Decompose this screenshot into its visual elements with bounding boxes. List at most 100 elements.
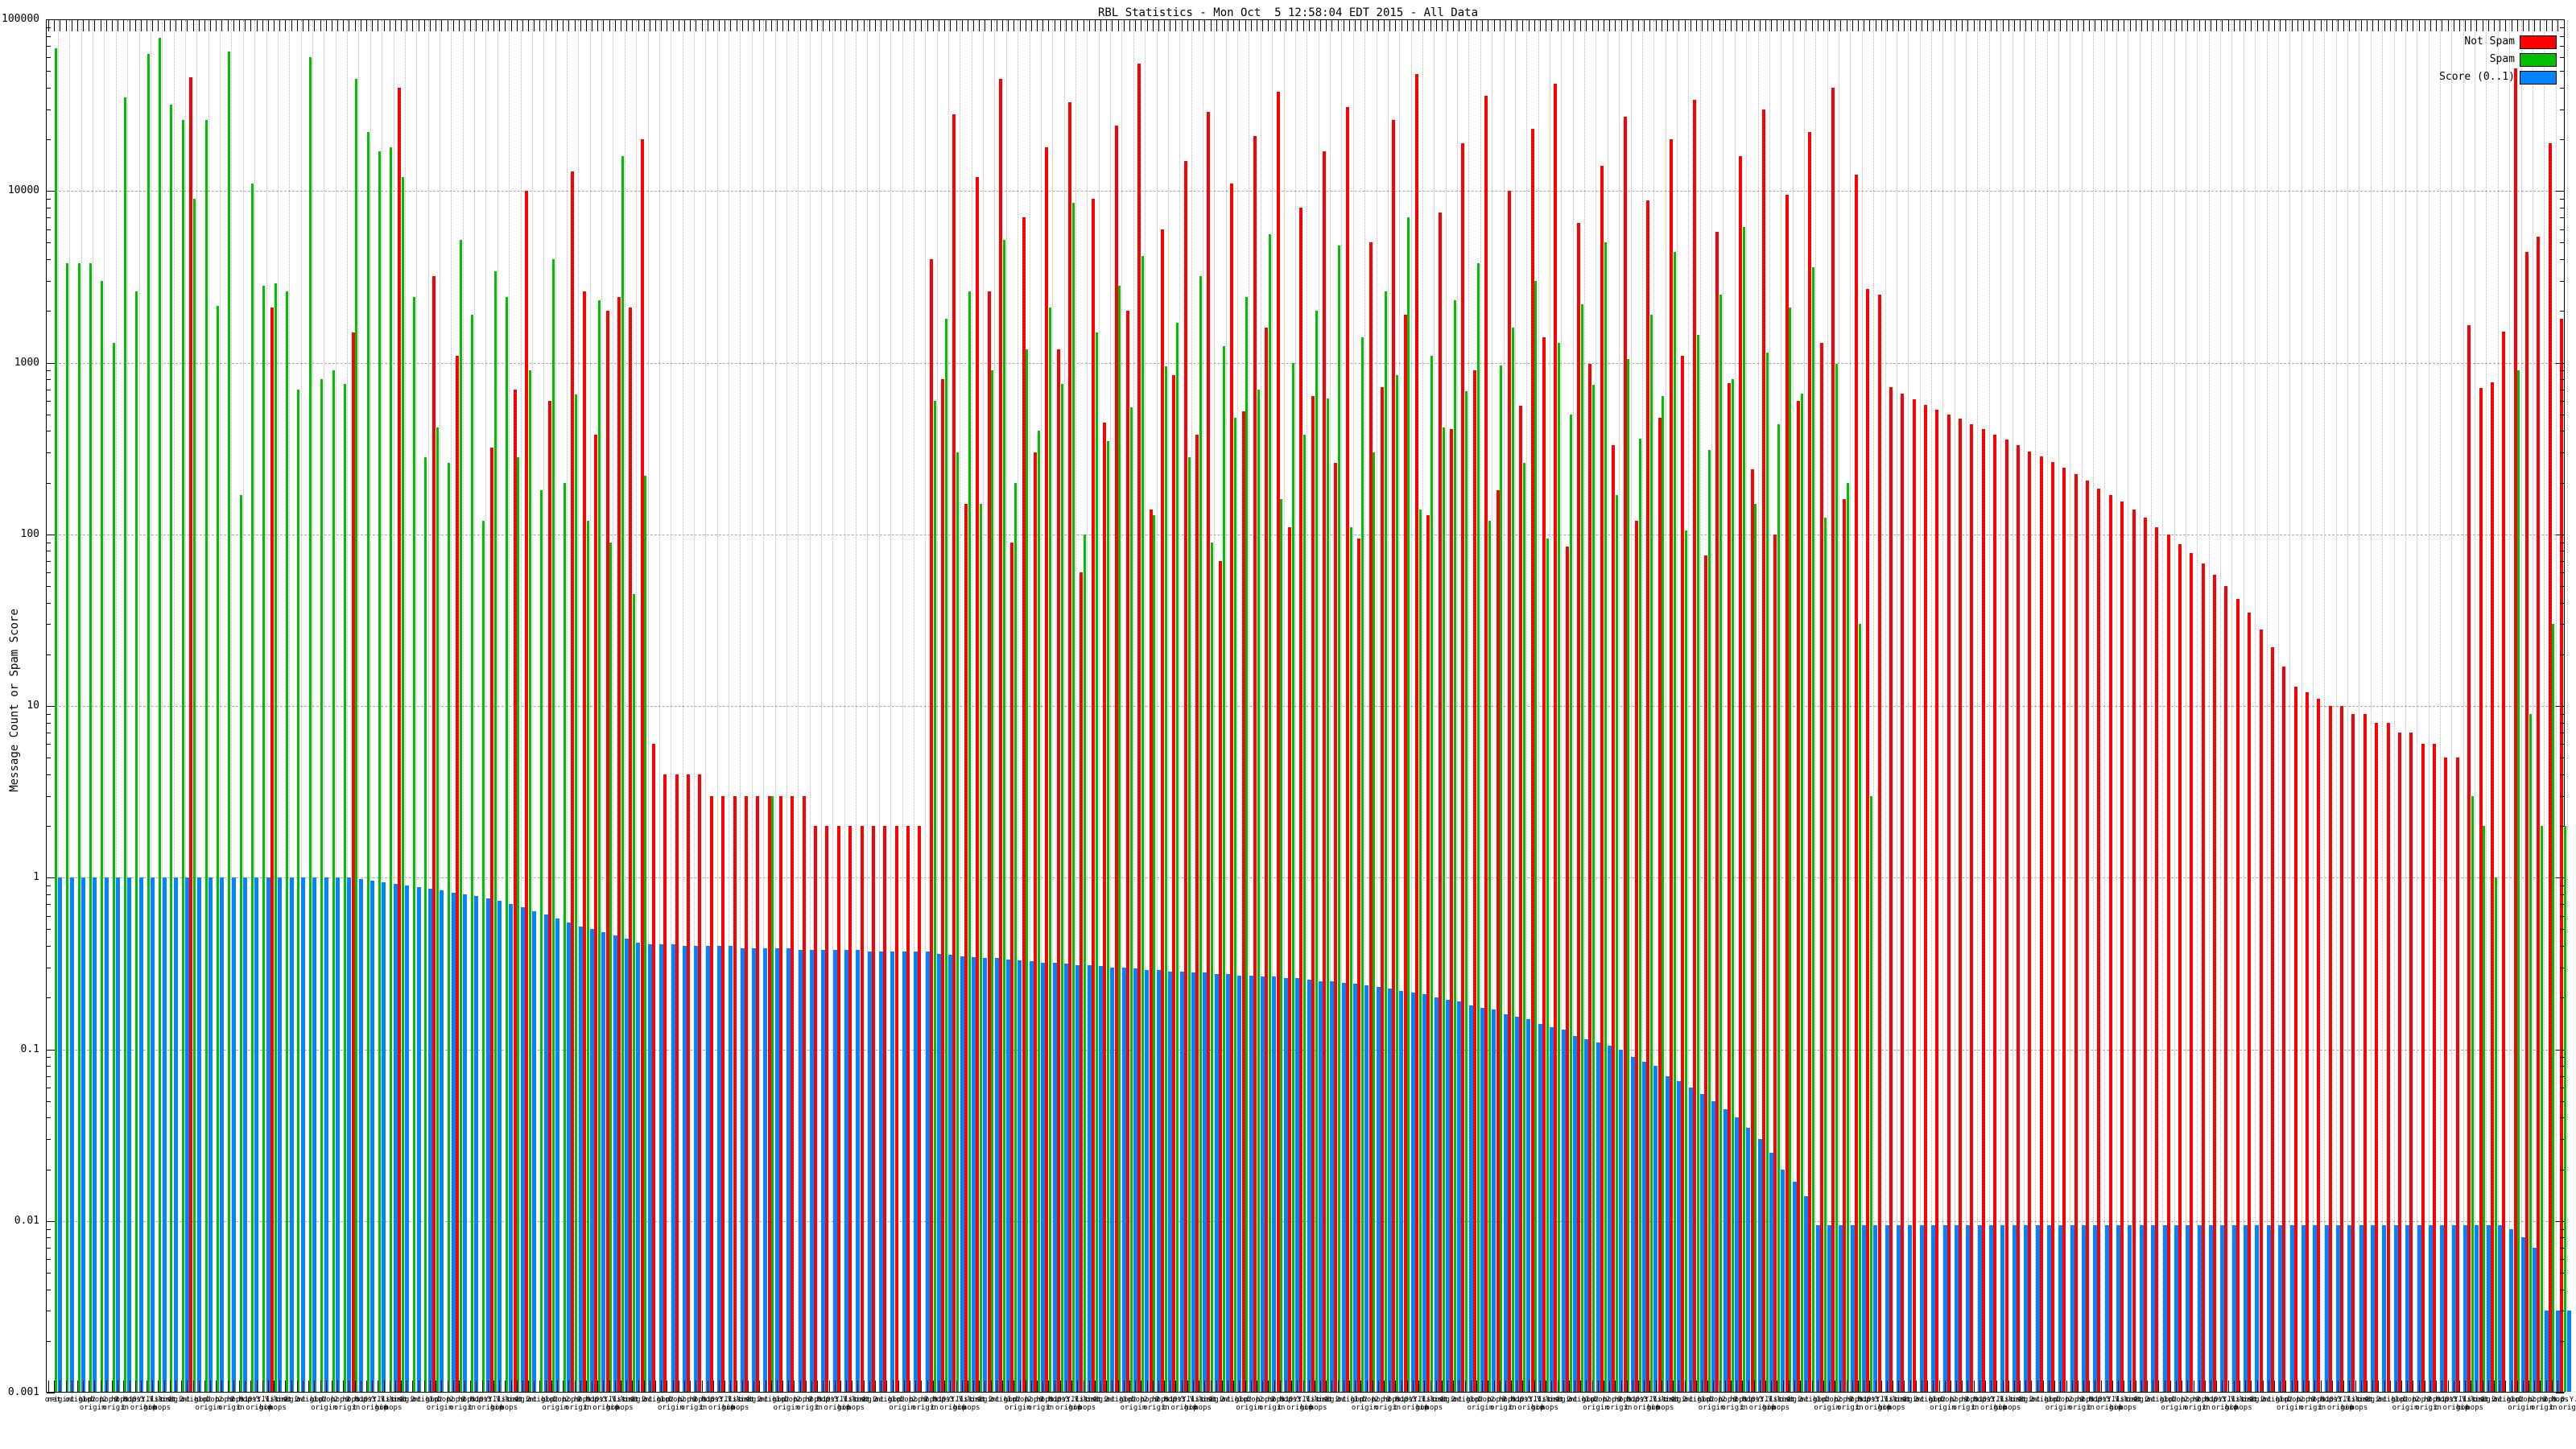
x-bottom-tick	[1933, 1381, 1934, 1392]
x-tick-label: origin	[2010, 1396, 2037, 1404]
x-top-tick	[1754, 20, 1755, 31]
x-tick-label: 2 hops	[206, 1396, 233, 1404]
x-bottom-tick	[644, 1381, 645, 1392]
bar-score	[832, 949, 837, 1392]
x-top-tick	[869, 20, 870, 31]
bar-spam	[1291, 362, 1294, 1392]
bar-score	[1630, 1057, 1635, 1392]
bar-not-spam	[1612, 445, 1616, 1392]
x-bottom-tick	[1002, 1381, 1003, 1392]
x-gridline	[786, 20, 787, 1392]
x-bottom-tick	[2390, 1381, 2391, 1392]
bar-spam	[586, 520, 589, 1392]
x-bottom-tick	[1673, 1381, 1674, 1392]
x-gridline	[521, 20, 522, 1392]
x-top-tick	[1048, 20, 1049, 31]
x-tick-label: 2 hops origin	[2531, 1396, 2557, 1412]
bar-spam	[1026, 349, 1029, 1392]
x-gridline	[1399, 20, 1400, 1392]
bar-score	[636, 942, 641, 1392]
bar-score	[763, 947, 768, 1392]
y-minor-tick	[2560, 281, 2564, 282]
x-top-tick	[1505, 20, 1506, 31]
x-top-tick	[2222, 20, 2223, 31]
x-bottom-tick	[1042, 1381, 1043, 1392]
bar-not-spam	[848, 826, 852, 1392]
x-bottom-tick	[2078, 1381, 2079, 1392]
bar-spam	[1407, 217, 1410, 1392]
x-tick-label: 2 hops origin	[2299, 1396, 2326, 1412]
bar-score	[798, 949, 803, 1392]
x-top-tick	[453, 20, 454, 31]
x-gridline	[648, 20, 649, 1392]
x-tick-label: origin	[276, 1396, 303, 1404]
x-top-tick	[2314, 20, 2315, 31]
y-minor-tick	[47, 1139, 51, 1140]
bar-not-spam	[1797, 400, 1800, 1392]
legend-row: Spam	[2355, 53, 2557, 67]
x-tick-label: 1 hop	[301, 1396, 324, 1404]
x-bottom-tick	[1413, 1381, 1414, 1392]
bar-spam	[1245, 297, 1249, 1392]
x-tick-label: 3 hops	[2542, 1396, 2569, 1404]
x-bottom-tick	[2505, 1381, 2506, 1392]
bar-not-spam	[1496, 490, 1500, 1392]
bar-not-spam	[1241, 411, 1245, 1392]
x-top-tick	[170, 20, 171, 31]
x-gridline	[1295, 20, 1296, 1392]
bar-spam	[1662, 395, 1665, 1392]
y-minor-tick	[47, 1237, 51, 1238]
bar-spam	[1211, 542, 1214, 1392]
y-minor-tick	[2560, 88, 2564, 89]
y-tick-label: 10	[27, 700, 39, 712]
bar-not-spam	[2537, 237, 2541, 1392]
x-tick-label: 3 hops	[2195, 1396, 2222, 1404]
bar-spam	[944, 319, 947, 1392]
x-gridline	[2463, 20, 2464, 1392]
x-top-tick	[1274, 20, 1275, 31]
bar-score	[1815, 1224, 1820, 1392]
x-top-tick	[2488, 20, 2489, 31]
bar-score	[335, 877, 340, 1393]
x-bottom-tick	[568, 1381, 569, 1392]
bar-score	[2313, 1224, 2318, 1392]
x-tick-label: 3.Y.list 2 hops	[371, 1396, 415, 1412]
bar-score	[2475, 1224, 2479, 1392]
x-top-tick	[1644, 20, 1645, 31]
bar-score	[1480, 1007, 1484, 1392]
x-top-tick	[702, 20, 703, 31]
x-top-tick	[123, 20, 124, 31]
x-bottom-tick	[1077, 1381, 1078, 1392]
x-bottom-tick	[424, 1381, 425, 1392]
bar-not-spam	[2467, 325, 2471, 1392]
bar-score	[382, 882, 386, 1392]
x-bottom-tick	[395, 1381, 396, 1392]
x-bottom-tick	[372, 1381, 373, 1392]
x-tick-label: 2 hops origin	[1374, 1396, 1402, 1412]
x-gridline	[196, 20, 197, 1392]
bar-not-spam	[1946, 414, 1951, 1392]
x-bottom-tick	[54, 1381, 55, 1392]
bar-spam	[274, 283, 277, 1392]
bar-spam	[1870, 795, 1872, 1392]
x-top-tick	[112, 20, 113, 31]
bar-score	[2451, 1224, 2456, 1392]
bar-score	[1572, 1035, 1577, 1392]
x-top-tick	[973, 20, 974, 31]
x-bottom-tick	[1858, 1381, 1859, 1392]
bar-score	[497, 901, 502, 1392]
x-tick-label: origin	[1085, 1396, 1112, 1404]
x-bottom-tick	[771, 1381, 772, 1392]
bar-not-spam	[778, 795, 782, 1392]
x-bottom-tick	[1291, 1381, 1292, 1392]
x-bottom-tick	[1540, 1381, 1541, 1392]
x-top-tick	[2546, 20, 2547, 31]
x-tick-label: 1 hop	[2267, 1396, 2289, 1404]
x-top-tick	[2557, 20, 2558, 31]
x-bottom-tick	[2476, 1381, 2477, 1392]
x-bottom-tick	[453, 1381, 454, 1392]
x-top-tick	[493, 20, 494, 31]
x-top-tick	[609, 20, 610, 31]
bar-score	[2544, 1311, 2549, 1392]
